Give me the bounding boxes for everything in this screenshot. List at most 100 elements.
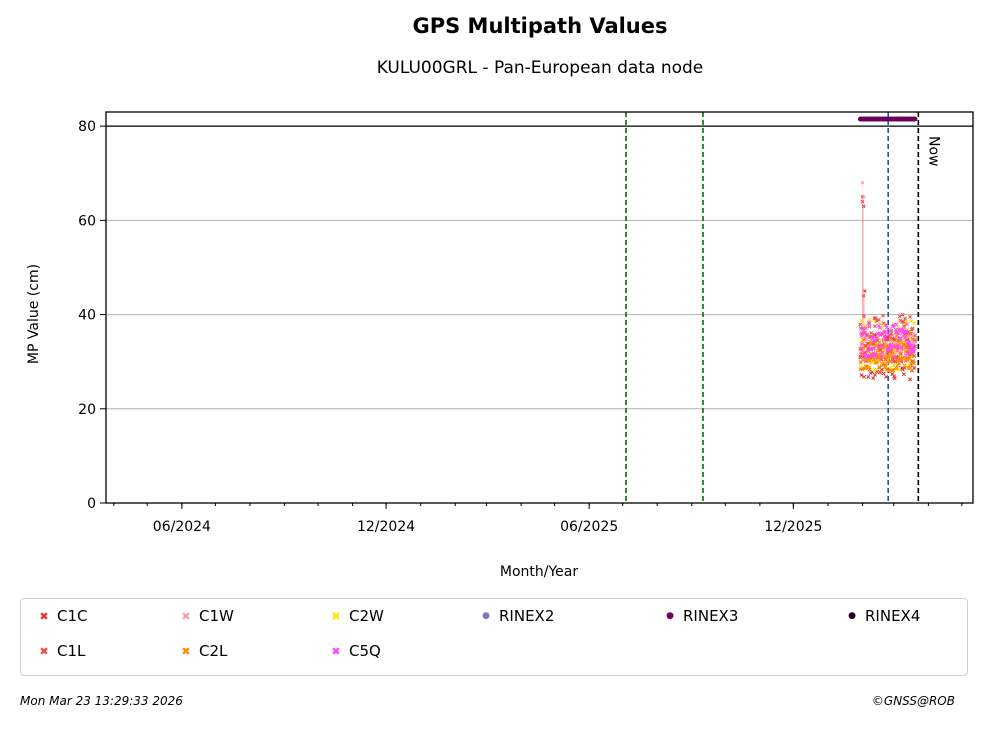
x-tick-label: 12/2025 xyxy=(764,519,822,535)
legend-label: C5Q xyxy=(349,642,381,660)
legend-item-rinex3: ● RINEX3 xyxy=(661,607,738,625)
data-point xyxy=(866,374,871,379)
data-point xyxy=(873,324,877,329)
data-point xyxy=(913,338,917,343)
data-point xyxy=(868,354,873,359)
data-point xyxy=(867,317,872,322)
data-point xyxy=(908,377,913,382)
data-point xyxy=(881,362,886,367)
data-point xyxy=(899,345,904,350)
data-point xyxy=(895,348,900,353)
data-point xyxy=(884,325,889,330)
data-point xyxy=(879,331,884,336)
data-point xyxy=(879,354,884,359)
legend-x-marker: ✖ xyxy=(331,609,341,623)
data-point xyxy=(899,346,904,351)
data-points xyxy=(857,116,918,382)
legend: ✖ C1C ✖ C1W ✖ C2W ● RINEX2 ● RINEX3 ● RINEX4 ✖ C1L ✖ C2… xyxy=(20,598,968,676)
data-point xyxy=(869,347,874,352)
data-point xyxy=(897,359,902,364)
data-point xyxy=(883,329,888,334)
legend-item-c1c: ✖ C1C xyxy=(35,607,87,625)
data-point xyxy=(905,357,909,362)
data-point xyxy=(897,314,902,319)
data-point xyxy=(862,350,866,355)
data-point xyxy=(912,353,917,358)
data-point xyxy=(878,370,882,375)
x-axis-label: Month/Year xyxy=(500,564,578,580)
data-point xyxy=(874,360,879,365)
legend-x-marker: ✖ xyxy=(331,644,341,658)
data-point xyxy=(874,336,879,341)
data-point xyxy=(893,359,898,364)
reference-lines: Now xyxy=(106,112,973,503)
data-point xyxy=(898,336,903,341)
data-point xyxy=(897,367,901,372)
legend-label: C1L xyxy=(57,642,86,660)
data-point xyxy=(875,348,880,353)
now-label: Now xyxy=(925,136,941,167)
data-point xyxy=(866,348,871,353)
data-point xyxy=(874,343,879,348)
data-point xyxy=(884,344,889,349)
data-point xyxy=(909,319,914,324)
data-point xyxy=(902,363,907,368)
data-point xyxy=(873,372,877,377)
data-point xyxy=(888,358,893,363)
legend-dot-marker: ● xyxy=(848,610,856,621)
data-point xyxy=(858,360,863,365)
legend-item-c5q: ✖ C5Q xyxy=(327,642,381,660)
data-point xyxy=(886,369,891,374)
x-tick-label: 06/2024 xyxy=(153,519,211,535)
data-point xyxy=(859,334,864,339)
data-point xyxy=(871,376,876,381)
data-point xyxy=(874,354,879,358)
data-point xyxy=(897,336,902,341)
data-point xyxy=(881,313,885,318)
grid-layer xyxy=(106,219,973,410)
data-point xyxy=(891,323,896,328)
legend-item-rinex2: ● RINEX2 xyxy=(477,607,554,625)
plot-frame xyxy=(105,111,974,504)
data-point xyxy=(912,361,917,366)
legend-dot-marker: ● xyxy=(482,610,490,621)
data-point xyxy=(867,322,872,326)
data-point xyxy=(858,367,863,372)
data-point xyxy=(876,317,881,322)
series-c5q xyxy=(858,322,917,359)
data-point xyxy=(898,351,903,356)
data-point xyxy=(873,360,878,365)
data-point xyxy=(877,344,882,349)
data-point xyxy=(892,376,897,381)
data-point xyxy=(901,319,906,324)
data-point xyxy=(866,350,871,354)
data-point xyxy=(912,321,917,326)
outlier-point xyxy=(860,180,865,185)
legend-x-marker: ✖ xyxy=(39,609,49,623)
data-point xyxy=(894,322,899,327)
data-point xyxy=(871,357,876,362)
data-point xyxy=(861,338,866,342)
legend-dot-marker: ● xyxy=(666,610,674,621)
data-point xyxy=(881,338,886,343)
data-point xyxy=(873,338,878,343)
data-point xyxy=(868,358,873,363)
data-point xyxy=(905,351,910,356)
data-point xyxy=(891,368,896,373)
data-point xyxy=(874,367,879,372)
plot-area: Now 0 20 40 60 80 06/2024 12/2024 06/2025 12/202… xyxy=(26,111,974,580)
data-point xyxy=(859,373,864,378)
data-point xyxy=(901,327,906,332)
data-point xyxy=(876,332,881,337)
y-tick-label: 40 xyxy=(78,308,96,324)
rinex-point xyxy=(912,116,918,122)
data-point xyxy=(862,314,866,319)
data-point xyxy=(884,374,889,379)
data-point xyxy=(910,326,915,331)
data-point xyxy=(866,341,871,346)
data-point xyxy=(873,316,878,321)
data-point xyxy=(873,351,877,356)
legend-label: C1W xyxy=(199,607,234,625)
y-tick-label: 80 xyxy=(78,119,96,135)
data-point xyxy=(909,369,914,373)
